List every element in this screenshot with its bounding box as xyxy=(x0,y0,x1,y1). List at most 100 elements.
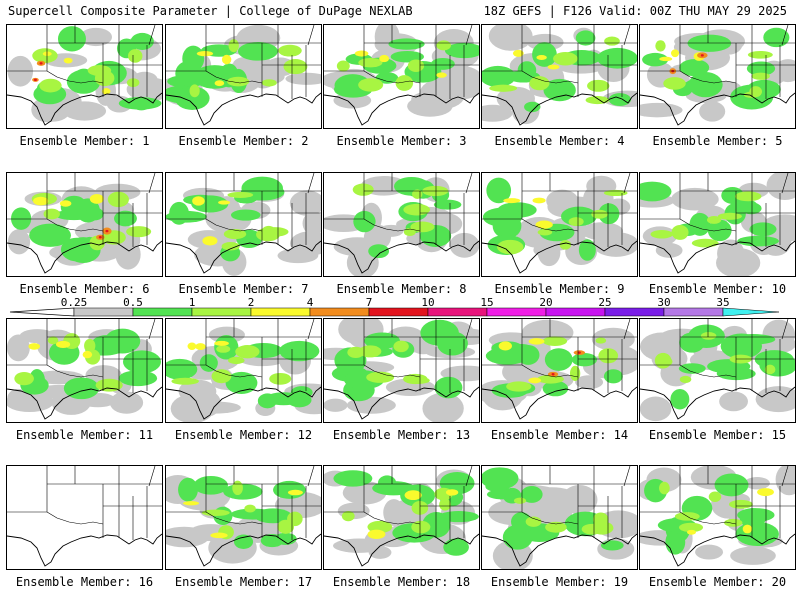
member-label: Ensemble Member: 20 xyxy=(648,575,787,589)
field-area xyxy=(535,220,553,229)
field-area xyxy=(358,58,383,68)
state-boundary xyxy=(363,511,421,525)
field-area-light xyxy=(482,104,513,122)
field-area xyxy=(261,79,277,87)
field-area-light xyxy=(640,396,672,422)
ensemble-map-19 xyxy=(481,465,638,570)
field-area xyxy=(354,50,369,57)
field-area xyxy=(14,371,34,386)
field-area xyxy=(228,39,239,53)
field-area xyxy=(517,61,537,80)
member-label: Ensemble Member: 14 xyxy=(490,428,629,442)
map-canvas xyxy=(640,319,795,422)
field-area xyxy=(404,490,422,501)
field-area xyxy=(216,345,231,353)
field-area xyxy=(352,183,374,196)
field-area xyxy=(537,229,553,236)
field-area-light xyxy=(422,392,464,422)
field-area xyxy=(568,217,584,227)
member-label: Ensemble Member: 13 xyxy=(332,428,471,442)
map-canvas xyxy=(640,25,795,126)
field-area xyxy=(545,521,567,533)
field-area xyxy=(269,372,292,385)
field-area xyxy=(686,529,696,535)
ensemble-map-4 xyxy=(481,24,638,129)
legend-tick-label: 10 xyxy=(421,296,434,309)
legend-swatch xyxy=(427,307,488,317)
field-area xyxy=(195,343,206,350)
coastline xyxy=(324,92,479,126)
field-area xyxy=(655,40,666,52)
field-area xyxy=(118,97,162,110)
state-boundary xyxy=(363,364,421,378)
state-boundary xyxy=(307,466,315,487)
field-area xyxy=(714,473,749,497)
legend-tick-label: 4 xyxy=(307,296,314,309)
ensemble-map-15 xyxy=(639,318,796,423)
legend-tick-label: 35 xyxy=(716,296,729,309)
field-area xyxy=(422,511,451,538)
state-boundary xyxy=(679,364,737,378)
field-area xyxy=(642,52,669,67)
field-area xyxy=(608,93,632,106)
field-area xyxy=(107,191,129,208)
field-area xyxy=(278,44,302,57)
field-area xyxy=(544,348,573,371)
field-area xyxy=(214,80,225,87)
field-area-light xyxy=(593,232,637,257)
state-boundary xyxy=(363,70,421,84)
field-area-light xyxy=(488,25,533,51)
field-area xyxy=(57,26,86,52)
field-area-max xyxy=(98,236,102,239)
legend-tick-label: 30 xyxy=(657,296,670,309)
field-area-light xyxy=(699,101,726,122)
member-label: Ensemble Member: 2 xyxy=(178,134,309,148)
legend-swatch xyxy=(486,307,547,317)
field-area xyxy=(575,30,596,46)
field-area-light xyxy=(7,388,29,408)
field-area xyxy=(506,381,532,392)
member-label: Ensemble Member: 6 xyxy=(19,282,150,296)
field-area xyxy=(223,483,263,500)
ensemble-map-6 xyxy=(6,172,163,277)
member-label: Ensemble Member: 12 xyxy=(174,428,313,442)
field-area-light xyxy=(575,375,604,390)
field-area xyxy=(55,209,94,221)
field-area-max xyxy=(33,78,37,82)
field-area xyxy=(182,45,205,72)
coastline xyxy=(7,386,162,420)
coastline xyxy=(166,92,321,126)
coastline xyxy=(166,533,321,567)
legend-swatch xyxy=(368,307,429,317)
field-area xyxy=(28,343,40,350)
map-canvas xyxy=(324,466,479,567)
field-area-max xyxy=(577,351,581,354)
field-area xyxy=(403,228,416,237)
field-area xyxy=(751,72,770,80)
field-area xyxy=(436,40,452,51)
field-area xyxy=(650,230,674,239)
field-area xyxy=(221,242,240,251)
state-boundary xyxy=(679,70,737,84)
member-label: Ensemble Member: 17 xyxy=(174,575,313,589)
field-area-light xyxy=(717,239,745,268)
field-area xyxy=(407,59,425,73)
legend-tick-label: 25 xyxy=(598,296,611,309)
state-boundary xyxy=(465,25,473,46)
legend-swatch xyxy=(132,307,193,317)
field-area xyxy=(571,352,598,367)
coastline xyxy=(324,533,479,567)
field-area-light xyxy=(719,391,748,412)
field-area xyxy=(524,101,541,113)
state-boundary xyxy=(148,319,156,340)
field-area-max xyxy=(39,62,43,65)
field-area-light xyxy=(730,546,776,565)
field-area xyxy=(388,38,425,50)
field-area xyxy=(84,338,96,353)
field-area-max xyxy=(700,54,704,57)
ensemble-map-2 xyxy=(165,24,322,129)
field-area xyxy=(375,72,399,84)
field-area xyxy=(678,363,706,374)
field-area xyxy=(358,78,384,92)
field-area xyxy=(671,49,680,58)
